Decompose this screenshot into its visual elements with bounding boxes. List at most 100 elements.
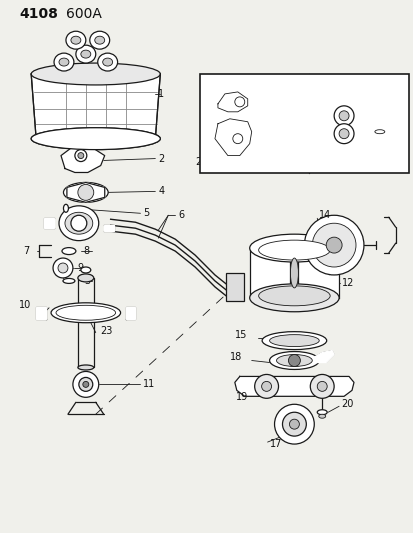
Polygon shape — [44, 218, 54, 228]
Circle shape — [274, 404, 313, 444]
Ellipse shape — [62, 248, 76, 255]
Circle shape — [53, 258, 73, 278]
Ellipse shape — [81, 50, 90, 58]
Ellipse shape — [249, 234, 338, 262]
Polygon shape — [214, 119, 251, 156]
Text: 3: 3 — [83, 276, 90, 286]
Polygon shape — [125, 307, 135, 319]
Ellipse shape — [97, 53, 117, 71]
Circle shape — [325, 237, 341, 253]
Ellipse shape — [76, 45, 95, 63]
Ellipse shape — [31, 63, 160, 85]
Text: 8: 8 — [83, 246, 90, 256]
Bar — [225, 273, 243, 301]
Text: 6: 6 — [178, 210, 184, 220]
Text: 11: 11 — [143, 379, 155, 390]
Text: 22: 22 — [195, 157, 207, 166]
Text: 9: 9 — [77, 263, 83, 273]
Polygon shape — [217, 92, 247, 112]
Ellipse shape — [276, 354, 311, 367]
Text: 600A: 600A — [66, 7, 102, 21]
Circle shape — [254, 375, 278, 398]
Circle shape — [316, 382, 326, 391]
Ellipse shape — [78, 365, 93, 370]
Circle shape — [58, 263, 68, 273]
Ellipse shape — [56, 305, 115, 320]
Ellipse shape — [31, 128, 160, 150]
Circle shape — [73, 372, 98, 397]
Text: 23: 23 — [100, 326, 113, 336]
Circle shape — [75, 150, 87, 161]
Polygon shape — [36, 307, 46, 319]
Ellipse shape — [269, 352, 318, 369]
Text: 4108: 4108 — [19, 7, 58, 21]
Circle shape — [78, 377, 93, 391]
Ellipse shape — [59, 58, 69, 66]
Ellipse shape — [54, 53, 74, 71]
Ellipse shape — [249, 284, 338, 312]
Polygon shape — [103, 225, 113, 231]
Circle shape — [338, 111, 348, 121]
Circle shape — [333, 124, 353, 144]
Polygon shape — [311, 351, 333, 362]
Text: 7: 7 — [23, 246, 29, 256]
Circle shape — [288, 354, 300, 367]
Ellipse shape — [68, 185, 103, 199]
Text: 19: 19 — [235, 392, 247, 402]
Ellipse shape — [63, 204, 68, 212]
Ellipse shape — [78, 274, 93, 282]
Circle shape — [234, 97, 244, 107]
Text: 12: 12 — [341, 278, 354, 288]
Ellipse shape — [102, 58, 112, 66]
Circle shape — [71, 215, 87, 231]
Text: 20: 20 — [340, 399, 353, 409]
Circle shape — [232, 134, 242, 144]
Circle shape — [310, 375, 333, 398]
Ellipse shape — [63, 182, 108, 203]
Text: 10: 10 — [19, 300, 31, 310]
Ellipse shape — [31, 128, 160, 150]
Text: 2: 2 — [158, 154, 164, 164]
Text: 21: 21 — [304, 97, 316, 107]
Circle shape — [338, 129, 348, 139]
Text: 5: 5 — [143, 208, 150, 219]
Circle shape — [78, 184, 93, 200]
Circle shape — [311, 223, 355, 267]
Polygon shape — [234, 376, 353, 397]
Ellipse shape — [63, 278, 75, 284]
Text: 13: 13 — [341, 255, 354, 265]
Ellipse shape — [81, 267, 90, 273]
Ellipse shape — [374, 130, 384, 134]
Text: 1: 1 — [158, 89, 164, 99]
Text: 14: 14 — [318, 210, 331, 220]
Text: 17: 17 — [269, 439, 281, 449]
Ellipse shape — [71, 36, 81, 44]
Circle shape — [83, 382, 88, 387]
Ellipse shape — [261, 332, 326, 350]
Polygon shape — [31, 74, 160, 139]
Ellipse shape — [95, 36, 104, 44]
Ellipse shape — [90, 31, 109, 49]
Circle shape — [289, 419, 299, 429]
Ellipse shape — [65, 212, 93, 234]
Text: 15: 15 — [235, 329, 247, 340]
Ellipse shape — [258, 240, 330, 260]
Polygon shape — [67, 182, 104, 203]
Ellipse shape — [316, 410, 326, 415]
Polygon shape — [61, 147, 104, 173]
Ellipse shape — [290, 258, 298, 288]
Circle shape — [78, 152, 83, 158]
Ellipse shape — [269, 335, 318, 346]
Polygon shape — [249, 248, 338, 298]
Text: 4: 4 — [158, 187, 164, 196]
Ellipse shape — [258, 286, 330, 306]
Text: 18: 18 — [229, 352, 241, 361]
Ellipse shape — [318, 414, 325, 418]
Ellipse shape — [51, 303, 120, 322]
Circle shape — [304, 215, 363, 275]
Bar — [199, 74, 408, 173]
Ellipse shape — [66, 31, 85, 49]
Ellipse shape — [59, 206, 98, 240]
Circle shape — [261, 382, 271, 391]
Circle shape — [333, 106, 353, 126]
